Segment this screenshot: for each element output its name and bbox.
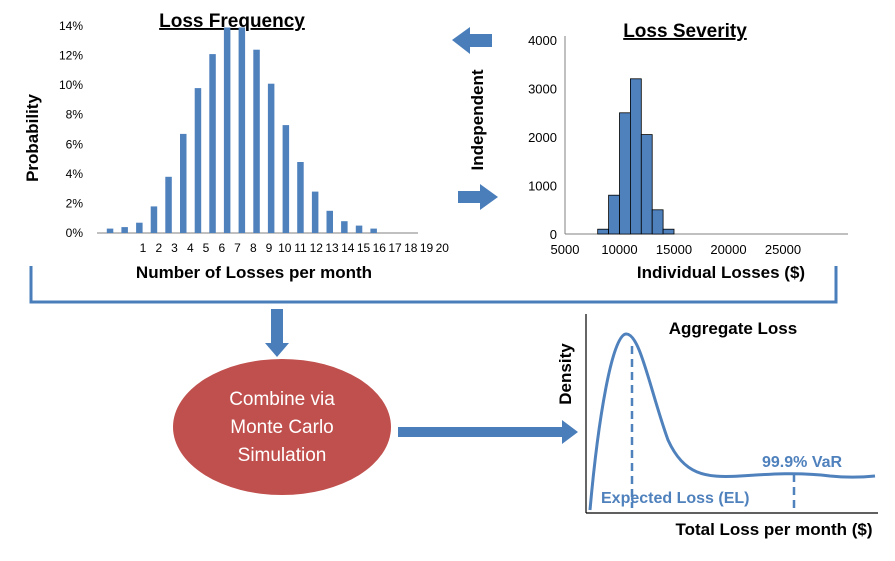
severity-x-tick-label: 20000 (710, 242, 746, 257)
monte-carlo-line2: Monte Carlo (230, 417, 334, 438)
severity-xlabel: Individual Losses ($) (637, 263, 805, 282)
aggregate-title: Aggregate Loss (669, 319, 797, 338)
severity-x-tick-label: 25000 (765, 242, 801, 257)
frequency-bar (150, 206, 158, 233)
frequency-x-tick-label: 20 (436, 241, 450, 255)
frequency-x-tick-label: 3 (171, 241, 178, 255)
frequency-bar (194, 88, 202, 233)
frequency-bar (297, 162, 304, 233)
frequency-bar (106, 228, 114, 233)
severity-y-tick-label: 4000 (528, 33, 557, 48)
frequency-x-tick-label: 8 (250, 241, 257, 255)
severity-bar (640, 134, 653, 235)
var-label: 99.9% VaR (762, 454, 843, 471)
independent-label: Independent (468, 69, 487, 170)
frequency-y-tick-label: 8% (66, 108, 84, 122)
right-arrow-aggregate-icon (398, 420, 578, 444)
expected-loss-label: Expected Loss (EL) (601, 490, 749, 507)
frequency-x-tick-label: 1 (140, 241, 147, 255)
right-arrow-icon (458, 184, 498, 210)
frequency-bar (136, 222, 143, 233)
frequency-bar (238, 27, 246, 233)
frequency-x-ticks: 1 2 3 4 5 6 7 8 9 10 11 12 13 14 15 16 17 18 19 20 (140, 241, 450, 255)
frequency-bar (311, 191, 319, 233)
frequency-x-tick-label: 12 (310, 241, 324, 255)
frequency-bar (253, 49, 260, 234)
frequency-y-tick-label: 4% (66, 167, 84, 181)
frequency-x-tick-label: 2 (155, 241, 162, 255)
frequency-bar (267, 83, 275, 233)
frequency-x-tick-label: 14 (341, 241, 355, 255)
frequency-x-tick-label: 17 (388, 241, 402, 255)
monte-carlo-node: Combine via Monte Carlo Simulation (173, 359, 391, 495)
frequency-x-tick-label: 6 (218, 241, 225, 255)
severity-bar (630, 78, 642, 235)
frequency-x-tick-label: 18 (404, 241, 418, 255)
frequency-x-tick-label: 13 (325, 241, 339, 255)
combine-bracket (29, 266, 838, 304)
frequency-title: Loss Frequency (159, 11, 305, 32)
frequency-bar (282, 125, 290, 233)
frequency-x-tick-label: 19 (420, 241, 434, 255)
frequency-bar (370, 228, 377, 233)
frequency-bar (355, 225, 363, 233)
down-arrow-icon (265, 309, 289, 357)
severity-y-tick-label: 1000 (528, 179, 557, 194)
monte-carlo-line3: Simulation (238, 445, 327, 466)
severity-x-ticks: 5000 10000 15000 20000 25000 (551, 242, 802, 257)
frequency-chart: Loss Frequency Probability 0%2%4%6%8%10%… (23, 11, 449, 282)
frequency-y-tick-label: 10% (59, 78, 83, 92)
frequency-x-tick-label: 10 (278, 241, 292, 255)
frequency-bar (326, 210, 333, 233)
severity-y-ticks: 0 1000 2000 3000 4000 (528, 33, 557, 242)
frequency-bar (165, 176, 172, 233)
aggregate-xlabel: Total Loss per month ($) (675, 520, 872, 539)
monte-carlo-ellipse (173, 359, 391, 495)
frequency-bar (209, 54, 216, 233)
frequency-ylabel: Probability (23, 94, 42, 182)
aggregate-chart: Aggregate Loss Density Expected Loss (EL… (556, 314, 878, 539)
severity-bar (619, 112, 631, 235)
frequency-bar (180, 133, 187, 233)
frequency-bars (106, 27, 377, 234)
severity-bars (597, 78, 675, 235)
frequency-x-tick-label: 11 (294, 241, 307, 255)
frequency-x-tick-label: 5 (203, 241, 210, 255)
severity-bar (662, 228, 675, 235)
frequency-y-tick-label: 12% (59, 49, 83, 63)
frequency-y-tick-label: 2% (66, 196, 84, 210)
frequency-y-tick-label: 6% (66, 137, 84, 151)
aggregate-density-curve (588, 332, 876, 511)
frequency-y-tick-label: 14% (59, 19, 83, 33)
severity-title: Loss Severity (623, 21, 747, 42)
severity-x-tick-label: 15000 (656, 242, 692, 257)
severity-chart: Loss Severity 0 1000 2000 3000 4000 5000 1000… (528, 21, 848, 282)
severity-bar (651, 209, 664, 235)
severity-y-tick-label: 0 (550, 227, 557, 242)
frequency-x-tick-label: 16 (373, 241, 387, 255)
severity-y-tick-label: 2000 (528, 130, 557, 145)
severity-y-tick-label: 3000 (528, 82, 557, 97)
aggregate-ylabel: Density (556, 343, 575, 405)
frequency-bar (121, 227, 128, 233)
frequency-x-tick-label: 15 (357, 241, 371, 255)
independent-arrows: Independent (452, 27, 498, 210)
frequency-x-tick-label: 7 (234, 241, 241, 255)
monte-carlo-line1: Combine via (229, 389, 335, 410)
severity-x-tick-label: 10000 (601, 242, 637, 257)
frequency-bar (341, 221, 348, 233)
frequency-x-tick-label: 9 (266, 241, 273, 255)
frequency-y-ticks: 0% 2% 4% 6% 8% 10% 12% 14% (59, 19, 83, 240)
frequency-bar (223, 27, 231, 233)
severity-bar (597, 228, 610, 235)
severity-x-tick-label: 5000 (551, 242, 580, 257)
frequency-xlabel: Number of Losses per month (136, 263, 372, 282)
frequency-y-tick-label: 0% (66, 226, 84, 240)
severity-bar (608, 194, 620, 235)
left-arrow-icon (452, 27, 492, 54)
frequency-x-tick-label: 4 (187, 241, 194, 255)
